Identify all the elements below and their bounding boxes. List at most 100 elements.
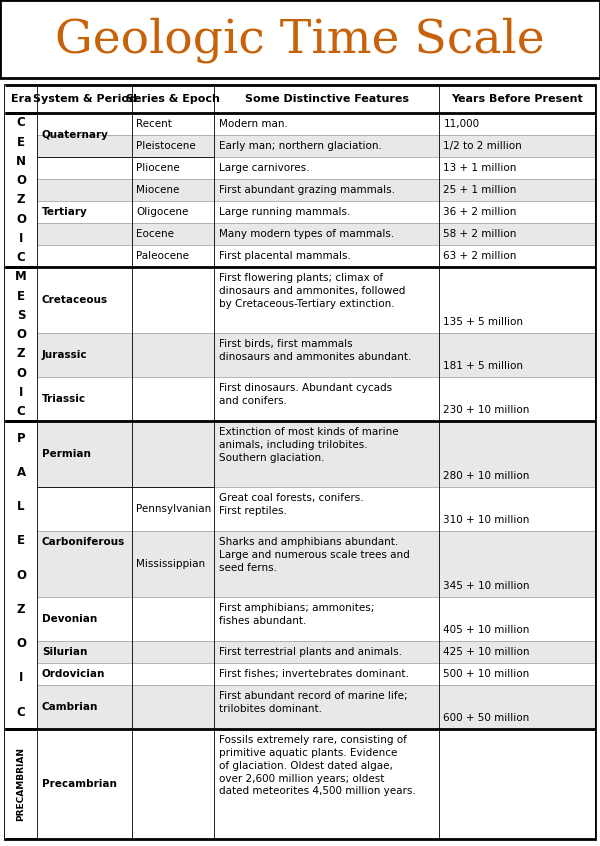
Text: First abundant grazing mammals.: First abundant grazing mammals. — [219, 185, 395, 195]
Text: O: O — [16, 569, 26, 582]
Text: A: A — [16, 466, 26, 479]
Bar — [5, 85, 595, 113]
Text: 135 + 5 million: 135 + 5 million — [443, 317, 523, 327]
Bar — [5, 267, 37, 421]
Text: E: E — [17, 135, 25, 149]
Text: Recent: Recent — [136, 119, 172, 129]
Text: I: I — [19, 232, 23, 244]
Text: I: I — [19, 672, 23, 684]
Text: Large carnivores.: Large carnivores. — [219, 163, 310, 173]
Text: Ordovician: Ordovician — [42, 669, 106, 679]
Text: Triassic: Triassic — [42, 394, 86, 404]
Text: M: M — [15, 271, 27, 283]
Text: Devonian: Devonian — [42, 614, 97, 624]
Bar — [37, 729, 595, 839]
Bar — [5, 729, 37, 839]
Text: Cretaceous: Cretaceous — [42, 295, 108, 305]
Text: O: O — [16, 366, 26, 380]
Text: 425 + 10 million: 425 + 10 million — [443, 647, 530, 657]
Text: Z: Z — [17, 348, 25, 360]
Text: First dinosaurs. Abundant cycads
and conifers.: First dinosaurs. Abundant cycads and con… — [219, 383, 392, 406]
Text: Geologic Time Scale: Geologic Time Scale — [55, 18, 545, 63]
Bar — [37, 113, 595, 135]
Text: Z: Z — [17, 194, 25, 206]
Bar — [37, 157, 595, 179]
Bar — [5, 113, 37, 267]
Text: 1/2 to 2 million: 1/2 to 2 million — [443, 141, 522, 151]
Bar — [5, 421, 37, 729]
Text: N: N — [16, 155, 26, 168]
Text: Tertiary: Tertiary — [42, 207, 88, 217]
Text: Extinction of most kinds of marine
animals, including trilobites.
Southern glaci: Extinction of most kinds of marine anima… — [219, 427, 399, 463]
Text: Eocene: Eocene — [136, 229, 175, 239]
Text: Fossils extremely rare, consisting of
primitive aquatic plants. Evidence
of glac: Fossils extremely rare, consisting of pr… — [219, 735, 416, 796]
Text: Pleistocene: Pleistocene — [136, 141, 196, 151]
Text: Many modern types of mammals.: Many modern types of mammals. — [219, 229, 394, 239]
Text: L: L — [17, 500, 25, 514]
Text: Jurassic: Jurassic — [42, 350, 88, 360]
Bar — [37, 685, 595, 729]
Text: First terrestrial plants and animals.: First terrestrial plants and animals. — [219, 647, 402, 657]
Text: First abundant record of marine life;
trilobites dominant.: First abundant record of marine life; tr… — [219, 691, 408, 714]
Text: Z: Z — [17, 603, 25, 616]
Text: 58 + 2 million: 58 + 2 million — [443, 229, 517, 239]
Text: Era: Era — [11, 94, 31, 104]
Text: First placental mammals.: First placental mammals. — [219, 251, 351, 261]
Text: Permian: Permian — [42, 449, 91, 459]
Text: Silurian: Silurian — [42, 647, 88, 657]
Text: Quaternary: Quaternary — [42, 130, 109, 140]
Text: O: O — [16, 212, 26, 226]
Text: Paleocene: Paleocene — [136, 251, 190, 261]
Text: 36 + 2 million: 36 + 2 million — [443, 207, 517, 217]
Text: 181 + 5 million: 181 + 5 million — [443, 361, 523, 371]
Bar — [37, 377, 595, 421]
Bar — [37, 421, 595, 487]
Text: First amphibians; ammonites;
fishes abundant.: First amphibians; ammonites; fishes abun… — [219, 603, 374, 626]
Text: 230 + 10 million: 230 + 10 million — [443, 405, 530, 415]
Text: First fishes; invertebrates dominant.: First fishes; invertebrates dominant. — [219, 669, 409, 679]
Text: 13 + 1 million: 13 + 1 million — [443, 163, 517, 173]
Bar — [37, 223, 595, 245]
Text: Miocene: Miocene — [136, 185, 180, 195]
Text: S: S — [17, 309, 25, 321]
Text: System & Period: System & Period — [32, 94, 136, 104]
Text: O: O — [16, 637, 26, 651]
Text: 310 + 10 million: 310 + 10 million — [443, 515, 530, 525]
Text: E: E — [17, 535, 25, 547]
Bar — [37, 333, 595, 377]
Bar — [37, 135, 595, 157]
Text: C: C — [17, 117, 25, 129]
Text: Early man; northern glaciation.: Early man; northern glaciation. — [219, 141, 382, 151]
Text: Sharks and amphibians abundant.
Large and numerous scale trees and
seed ferns.: Sharks and amphibians abundant. Large an… — [219, 537, 410, 573]
Text: 11,000: 11,000 — [443, 119, 479, 129]
Text: Years Before Present: Years Before Present — [451, 94, 583, 104]
Bar — [37, 663, 595, 685]
Bar — [37, 531, 595, 597]
Text: I: I — [19, 386, 23, 398]
Text: 63 + 2 million: 63 + 2 million — [443, 251, 517, 261]
Text: Great coal forests, conifers.
First reptiles.: Great coal forests, conifers. First rept… — [219, 493, 364, 516]
Text: Series & Epoch: Series & Epoch — [126, 94, 220, 104]
Bar — [37, 597, 595, 641]
Text: 345 + 10 million: 345 + 10 million — [443, 581, 530, 591]
Text: First birds, first mammals
dinosaurs and ammonites abundant.: First birds, first mammals dinosaurs and… — [219, 339, 412, 362]
Text: 405 + 10 million: 405 + 10 million — [443, 625, 530, 635]
Text: Modern man.: Modern man. — [219, 119, 288, 129]
Text: O: O — [16, 174, 26, 187]
Bar — [37, 179, 595, 201]
Text: Oligocene: Oligocene — [136, 207, 189, 217]
Text: Some Distinctive Features: Some Distinctive Features — [245, 94, 409, 104]
Text: E: E — [17, 289, 25, 303]
Text: First flowering plants; climax of
dinosaurs and ammonites, followed
by Cretaceou: First flowering plants; climax of dinosa… — [219, 273, 406, 309]
Text: Precambrian: Precambrian — [42, 779, 117, 789]
Bar — [37, 267, 595, 333]
Text: P: P — [17, 431, 25, 445]
Text: 25 + 1 million: 25 + 1 million — [443, 185, 517, 195]
Text: C: C — [17, 405, 25, 418]
Text: Pliocene: Pliocene — [136, 163, 180, 173]
Bar — [37, 641, 595, 663]
Text: Large running mammals.: Large running mammals. — [219, 207, 350, 217]
Text: 600 + 50 million: 600 + 50 million — [443, 713, 530, 723]
Bar — [37, 487, 595, 531]
Text: O: O — [16, 328, 26, 341]
